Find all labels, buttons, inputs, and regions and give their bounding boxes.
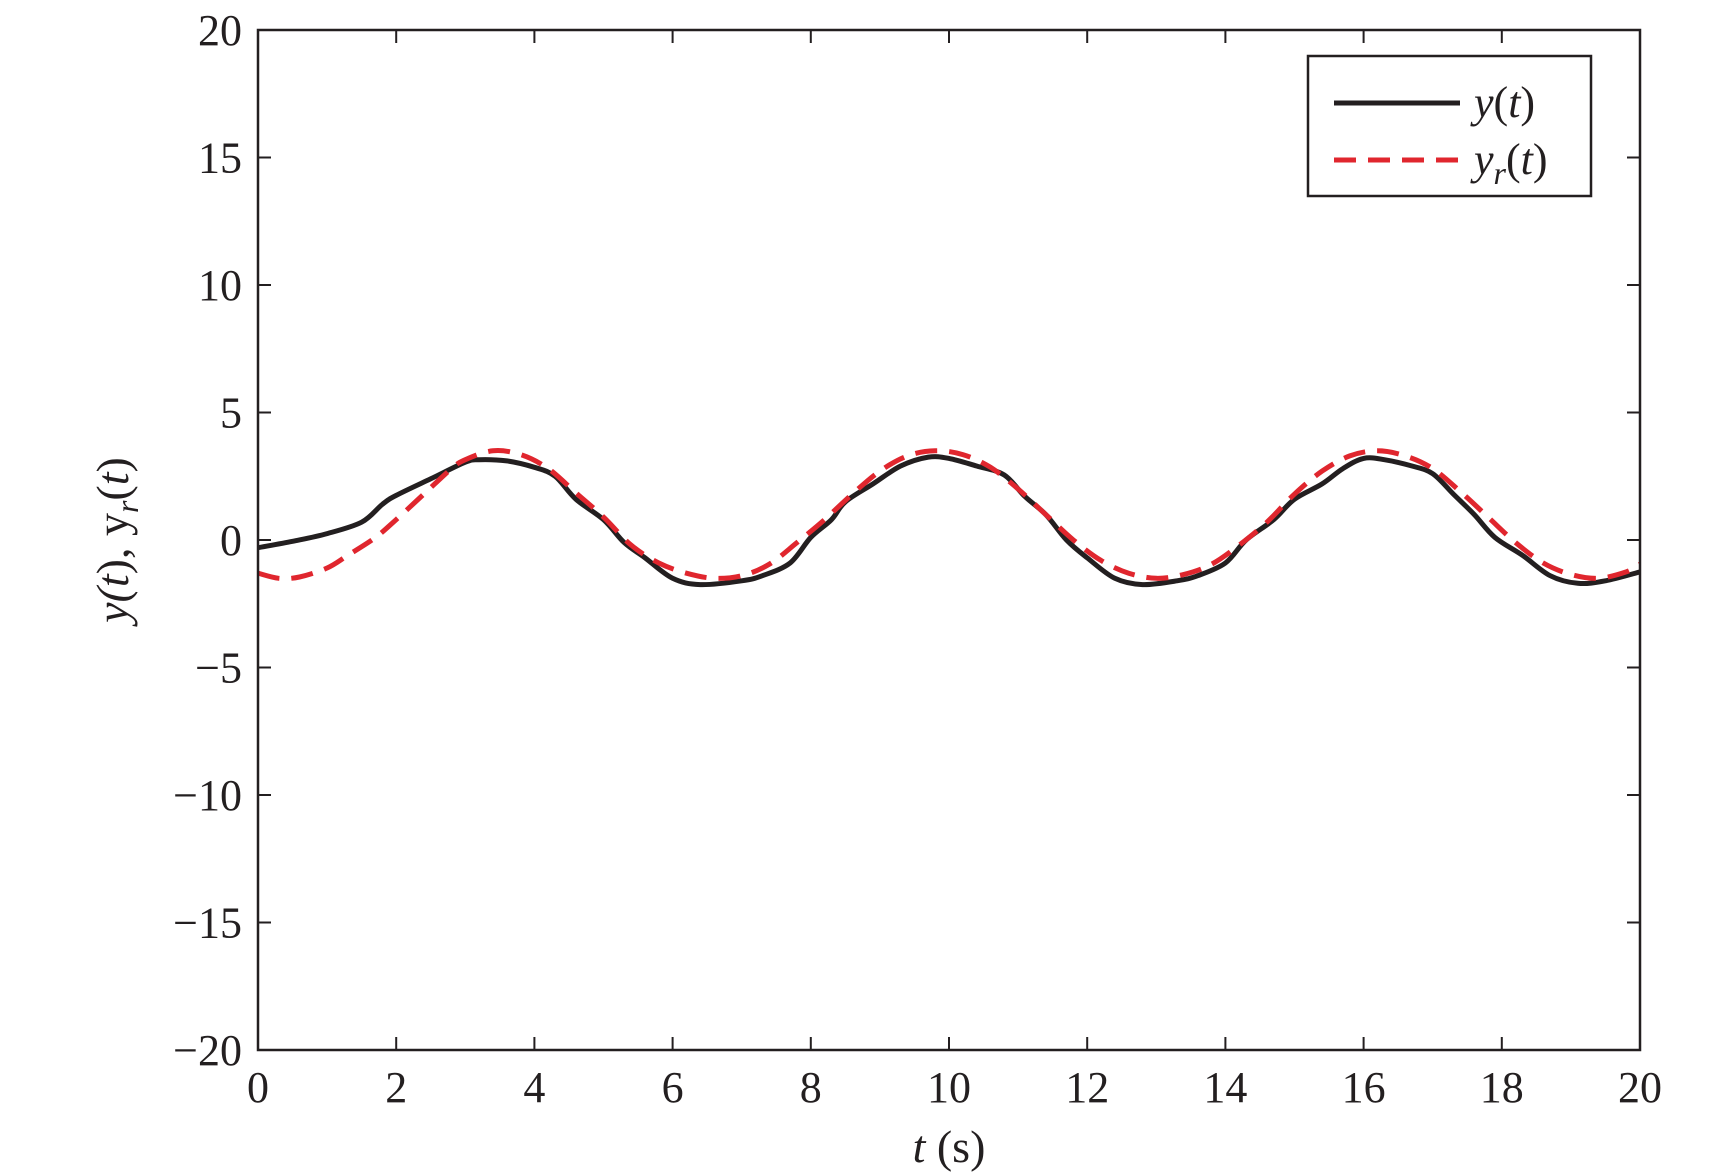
y-axis-label-part: y( <box>87 584 138 626</box>
x-tick-label: 20 <box>1618 1063 1662 1112</box>
x-tick-label: 8 <box>800 1063 822 1112</box>
x-tick-label: 18 <box>1480 1063 1524 1112</box>
series-line-y <box>258 454 1640 588</box>
y-axis-label-part: t <box>87 471 138 485</box>
x-axis-label: t (s) <box>913 1121 986 1172</box>
x-tick-label: 16 <box>1342 1063 1386 1112</box>
y-axis-label: y(t), yr(t) <box>87 457 145 627</box>
legend: y(t) yr(t) <box>1306 54 1593 198</box>
y-tick-label: 5 <box>220 389 242 438</box>
x-tick-label: 6 <box>662 1063 684 1112</box>
y-axis-label-part: t <box>87 573 138 587</box>
legend-box <box>1306 54 1593 198</box>
x-tick-label: 10 <box>927 1063 971 1112</box>
series-layer <box>258 448 1640 588</box>
y-tick-label: −20 <box>173 1026 242 1075</box>
y-tick-label: −5 <box>195 644 242 693</box>
y-tick-label: 15 <box>198 134 242 183</box>
x-tick-label: 4 <box>523 1063 545 1112</box>
y-tick-label: −10 <box>173 771 242 820</box>
legend-label-yr: yr(t) <box>1470 135 1548 191</box>
legend-label-y: y(t) <box>1470 78 1535 127</box>
x-axis-label-var: t <box>913 1121 927 1172</box>
y-tick-label: −15 <box>173 899 242 948</box>
y-tick-label: 10 <box>198 261 242 310</box>
series-line-yr <box>258 448 1640 582</box>
x-axis-label-unit: (s) <box>925 1121 985 1172</box>
y-tick-labels: −20 −15 −10 −5 0 5 10 15 20 <box>173 6 242 1075</box>
y-tick-label: 0 <box>220 516 242 565</box>
y-axis-label-part: ) <box>87 457 138 472</box>
y-axis-label-part: ), y <box>87 513 138 574</box>
y-axis-label-part: ( <box>87 485 138 500</box>
x-tick-label: 14 <box>1203 1063 1247 1112</box>
y-axis-label-part: r <box>109 500 145 513</box>
ticks-layer <box>257 29 1641 1051</box>
x-tick-label: 0 <box>247 1063 269 1112</box>
y-tick-label: 20 <box>198 6 242 55</box>
x-tick-labels: 0 2 4 6 8 10 12 14 16 18 20 <box>247 1063 1662 1112</box>
x-tick-label: 12 <box>1065 1063 1109 1112</box>
x-tick-label: 2 <box>385 1063 407 1112</box>
